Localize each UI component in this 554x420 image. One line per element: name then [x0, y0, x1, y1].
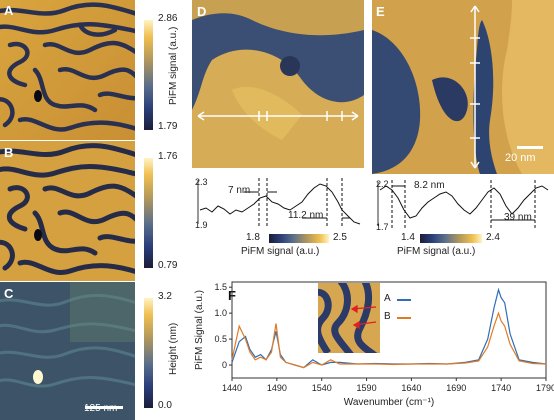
colorbar-d-label: PiFM signal (a.u.) [241, 246, 320, 257]
scale-bar-c [85, 406, 123, 409]
profile-e-annotation-1: 8.2 nm [414, 180, 445, 191]
colorbar-c-max: 3.2 [158, 291, 172, 302]
colorbar-e-max: 2.4 [486, 232, 500, 243]
pifm-map-d [192, 0, 364, 168]
colorbar-d [269, 234, 329, 243]
colorbar-c-label: Height (nm) [168, 322, 179, 375]
profile-d-top: 2.3 [195, 177, 208, 187]
y-tick-label: 0.5 [214, 334, 227, 344]
colorbar-d-min: 1.8 [246, 232, 260, 243]
pifm-map-a [0, 0, 135, 140]
colorbar-a-max: 2.86 [158, 13, 178, 24]
legend-a-line [397, 299, 411, 301]
x-tick-label: 1590 [357, 383, 377, 393]
x-tick-label: 1540 [312, 383, 332, 393]
x-tick-label: 1690 [446, 383, 466, 393]
x-tick-label: 1440 [222, 383, 242, 393]
x-tick-label: 1640 [401, 383, 421, 393]
series-line-a [231, 287, 547, 369]
spectrum-chart-f: 1440 1490 1540 1590 1640 1690 1740 1790 0 0.5 1.0 1… [194, 281, 554, 408]
panel-label-c: C [4, 286, 14, 301]
x-tick-label: 1740 [491, 383, 511, 393]
profile-e-top: 2.2 [376, 179, 389, 189]
scale-bar-label-c: 125 nm [84, 403, 118, 414]
profile-d-annotation-1: 7 nm [228, 185, 251, 196]
panel-label-b: B [4, 145, 14, 160]
colorbar-b [144, 158, 153, 268]
profile-d [197, 178, 361, 226]
colorbar-a [144, 20, 153, 130]
y-tick-label: 1.0 [214, 308, 227, 318]
inset-map-f [318, 283, 380, 353]
colorbar-c-min: 0.0 [158, 400, 172, 411]
x-tick-label: 1790 [536, 383, 554, 393]
colorbar-d-max: 2.5 [333, 232, 347, 243]
colorbar-b-min: 0.79 [158, 260, 178, 271]
pifm-map-b [0, 141, 135, 281]
y-tick-label: 0 [222, 360, 227, 370]
legend-a-label: A [384, 293, 391, 304]
colorbar-e-label: PiFM signal (a.u.) [397, 246, 476, 257]
colorbar-a-label: PiFM signal (a.u.) [168, 26, 179, 105]
colorbar-c [144, 298, 153, 408]
series-line-b [231, 311, 547, 369]
y-tick-label: 1.5 [214, 282, 227, 292]
scale-bar-e [517, 146, 543, 149]
x-tick-label: 1490 [267, 383, 287, 393]
scale-bar-label-e: 20 nm [505, 152, 536, 164]
profile-e [377, 180, 549, 228]
profile-e-annotation-2: 39 nm [504, 212, 532, 223]
height-map-c [0, 282, 135, 420]
colorbar-e [420, 234, 482, 243]
profile-d-bottom: 1.9 [195, 220, 208, 230]
profile-e-bottom: 1.7 [376, 222, 389, 232]
profile-d-annotation-2: 11.2 nm [288, 210, 324, 221]
y-axis-label: PiFM Signal (a.u.) [194, 290, 205, 370]
colorbar-b-max: 1.76 [158, 151, 178, 162]
panel-label-e: E [376, 4, 385, 19]
colorbar-e-min: 1.4 [401, 232, 415, 243]
legend-b-line [397, 317, 411, 319]
legend-b-label: B [384, 311, 391, 322]
x-axis-label: Wavenumber (cm⁻¹) [344, 397, 434, 408]
panel-label-a: A [4, 3, 14, 18]
panel-label-d: D [197, 4, 207, 19]
colorbar-a-min: 1.79 [158, 121, 178, 132]
plot-frame [231, 281, 547, 379]
pifm-map-e [372, 0, 554, 174]
